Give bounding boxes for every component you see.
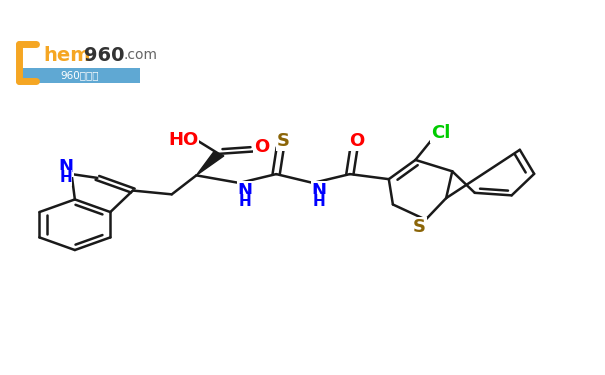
Polygon shape bbox=[196, 152, 224, 176]
Text: Cl: Cl bbox=[431, 124, 451, 142]
Text: .com: .com bbox=[123, 48, 157, 62]
Text: N: N bbox=[238, 182, 253, 200]
Text: hem: hem bbox=[44, 46, 91, 65]
Text: H: H bbox=[59, 170, 72, 185]
FancyBboxPatch shape bbox=[19, 68, 140, 82]
Text: O: O bbox=[349, 132, 365, 150]
Text: H: H bbox=[239, 194, 252, 209]
Text: O: O bbox=[254, 138, 269, 156]
Text: 960化工网: 960化工网 bbox=[60, 70, 99, 81]
Text: H: H bbox=[313, 194, 325, 209]
Text: N: N bbox=[312, 182, 327, 200]
Text: HO: HO bbox=[168, 132, 198, 150]
Text: S: S bbox=[276, 132, 290, 150]
Text: S: S bbox=[413, 218, 426, 236]
Text: 960: 960 bbox=[85, 46, 125, 65]
Text: N: N bbox=[58, 158, 73, 176]
